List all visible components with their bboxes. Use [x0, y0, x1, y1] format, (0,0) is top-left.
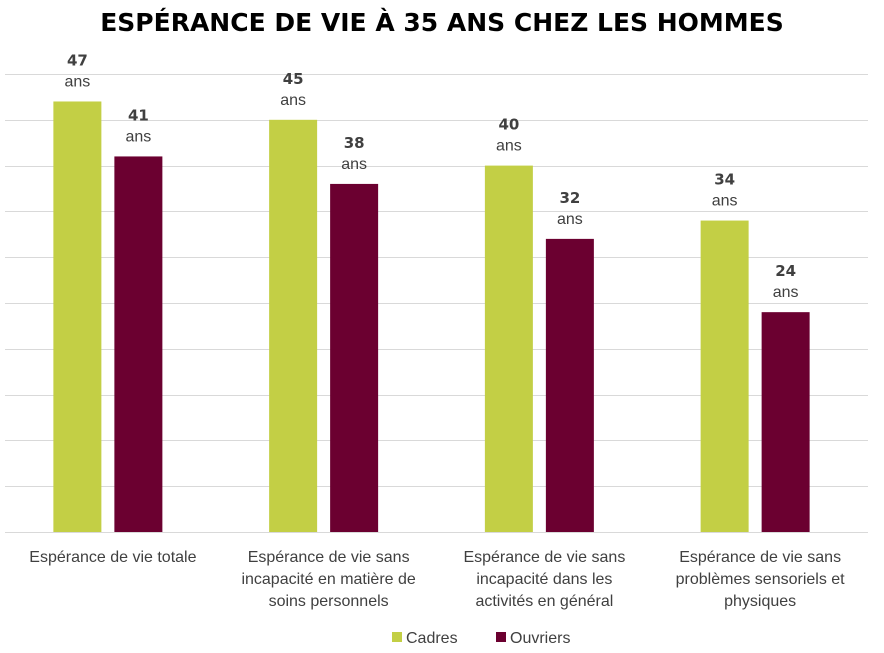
bar-ouvriers-1 — [114, 156, 163, 532]
bar-cadres-3 — [484, 165, 533, 532]
category-label: Espérance de vie totale — [29, 549, 196, 566]
data-label-value: 24 — [775, 262, 796, 280]
data-label-unit: ans — [773, 284, 799, 301]
data-label-unit: ans — [496, 138, 522, 155]
data-label-unit: ans — [125, 128, 151, 145]
data-label-unit: ans — [341, 156, 367, 173]
legend-label-cadres: Cadres — [406, 630, 458, 647]
legend-swatch-ouvriers — [496, 632, 506, 642]
data-label-value: 47 — [67, 51, 88, 69]
data-label-unit: ans — [64, 73, 90, 90]
bar-ouvriers-3 — [545, 238, 594, 532]
legend-swatch-cadres — [392, 632, 402, 642]
bar-cadres-4 — [700, 220, 749, 532]
bars — [53, 101, 810, 533]
legend-label-ouvriers: Ouvriers — [510, 630, 570, 647]
data-label-value: 45 — [283, 70, 304, 88]
category-label: Espérance de vie sans incapacité dans les… — [463, 549, 625, 610]
category-label: Espérance de vie sans incapacité en matiè… — [241, 549, 415, 610]
data-label-unit: ans — [280, 92, 306, 109]
data-label-value: 38 — [344, 134, 365, 152]
data-label-unit: ans — [557, 211, 583, 228]
bar-cadres-1 — [53, 101, 102, 532]
data-label-value: 32 — [559, 189, 580, 207]
bar-ouvriers-2 — [330, 183, 379, 533]
data-labels: 47 ans 41 ans 45 ans 38 ans 40 ans 32 ans 34 ans 24 ans — [64, 51, 798, 301]
data-label-unit: ans — [712, 193, 738, 210]
chart-title: ESPÉRANCE DE VIE À 35 ANS CHEZ LES HOMME… — [100, 8, 784, 37]
category-label: Espérance de vie sans problèmes sensoriel… — [676, 549, 846, 610]
category-labels: Espérance de vie totale Espérance de vie … — [29, 549, 845, 610]
bar-ouvriers-4 — [761, 312, 810, 532]
data-label-value: 40 — [498, 116, 519, 134]
legend: Cadres Ouvriers — [392, 630, 570, 647]
data-label-value: 41 — [128, 106, 149, 124]
bar-cadres-2 — [269, 119, 318, 533]
data-label-value: 34 — [714, 171, 735, 189]
